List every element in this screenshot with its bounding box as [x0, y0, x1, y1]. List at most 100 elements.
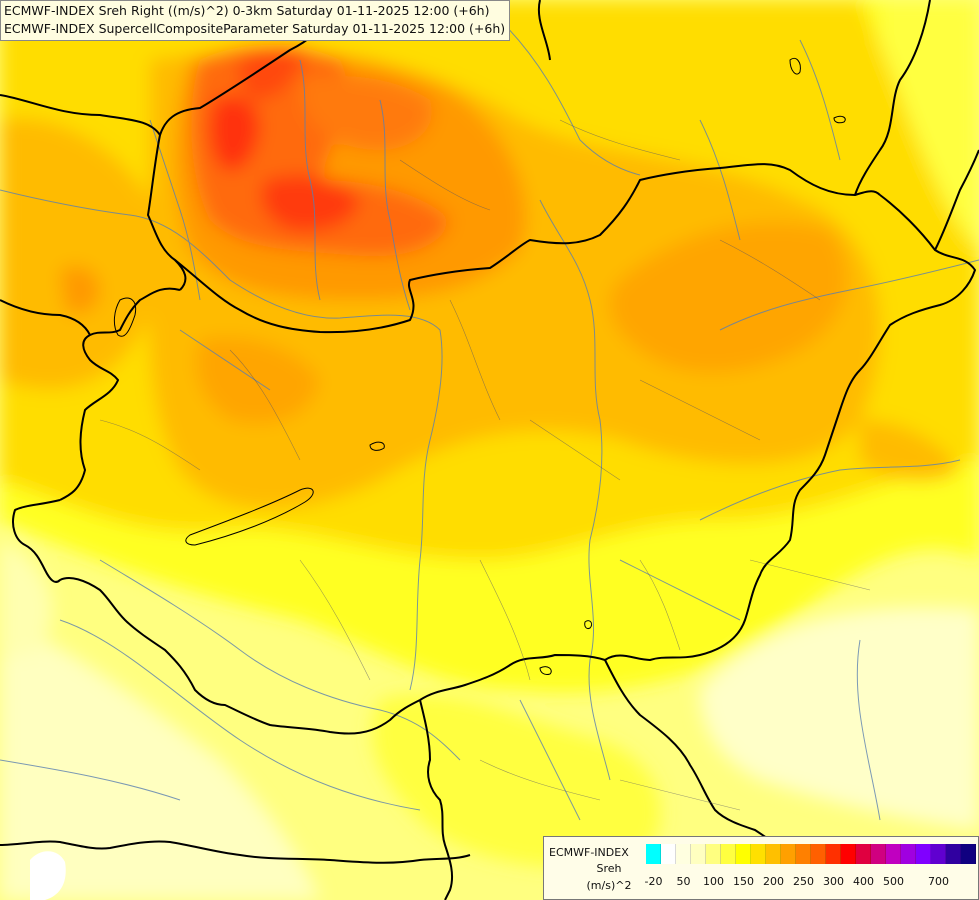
river-mures [699, 459, 961, 521]
border-ukraine-romania [419, 194, 976, 701]
admin-line-7 [639, 559, 681, 651]
field-amber-w [0, 118, 160, 389]
river-morava-serbia [519, 699, 581, 821]
legend-swatch [721, 844, 736, 864]
legend-swatch [706, 844, 721, 864]
legend-swatch [826, 844, 841, 864]
lake-small-2 [789, 57, 801, 75]
field-orange-e [609, 222, 847, 373]
admin-line-1 [229, 349, 301, 461]
legend-model-label: ECMWF-INDEX [549, 846, 629, 859]
border-poland-ukraine [854, 0, 931, 196]
map-title-box: ECMWF-INDEX Sreh Right ((m/s)^2) 0-3km S… [0, 0, 511, 41]
field-pale-w [0, 540, 53, 660]
river-una [0, 759, 181, 801]
admin-line-6 [479, 559, 531, 681]
legend-swatch [931, 844, 946, 864]
field-orange-sw [196, 337, 320, 424]
river-danube-upper [0, 189, 443, 691]
legend-tick-label: 200 [763, 875, 784, 888]
lake-balaton [185, 487, 314, 546]
legend-unit-label: (m/s)^2 [586, 879, 632, 892]
field-amber-e [860, 420, 960, 481]
border-slovakia-ukraine [537, 0, 551, 61]
rivers [0, 19, 979, 821]
field-yellow-s [372, 694, 661, 868]
river-somes [719, 259, 979, 331]
legend-tick-label: -20 [644, 875, 663, 888]
field-red-core-1 [209, 96, 260, 171]
lake-small-5 [584, 620, 593, 629]
legend-color-bar [646, 844, 976, 864]
river-morava [149, 119, 201, 301]
legend-swatch [841, 844, 856, 864]
river-raba [179, 329, 271, 391]
legend-tick-label: 250 [793, 875, 814, 888]
legend-param-label: Sreh [596, 862, 622, 875]
admin-line-9 [559, 119, 681, 161]
legend-swatch [736, 844, 751, 864]
admin-line-8 [719, 239, 821, 301]
lake-neusiedl [113, 297, 137, 337]
border-serbia-romania [604, 659, 801, 861]
legend-tick-label: 400 [853, 875, 874, 888]
field-pale-se [700, 607, 979, 830]
admin-line-14 [479, 759, 601, 801]
lake-small-4 [539, 666, 552, 675]
legend-tick-label: 300 [823, 875, 844, 888]
legend-tick-labels: -20 50 100 150 200 250 300 400 500 700 [644, 875, 976, 889]
map-title-line-2: ECMWF-INDEX SupercellCompositeParameter … [4, 21, 506, 36]
lakes [113, 57, 846, 675]
legend-swatch [751, 844, 766, 864]
legend-swatch [856, 844, 871, 864]
river-sava [59, 619, 421, 811]
border-bosnia [0, 840, 471, 864]
river-hron [379, 99, 411, 311]
legend-swatch [691, 844, 706, 864]
admin-line-3 [529, 419, 621, 481]
legend-swatch [781, 844, 796, 864]
color-legend: ECMWF-INDEX Sreh (m/s)^2 -20 50 100 150 200 2… [543, 836, 979, 900]
field-red-core-3 [238, 44, 305, 100]
legend-swatch [886, 844, 901, 864]
lake-small-3 [833, 115, 846, 124]
border-czech-austria [0, 299, 91, 336]
field-deep-orange-2 [300, 76, 432, 150]
legend-swatch [946, 844, 961, 864]
field-orange-w [60, 266, 100, 314]
river-drava [99, 559, 461, 761]
field-pale-sw [0, 620, 320, 900]
admin-line-5 [299, 559, 371, 681]
river-timis [619, 559, 741, 621]
lake-small-1 [369, 441, 385, 451]
river-vah [299, 59, 321, 301]
admin-line-11 [99, 419, 201, 471]
legend-swatch [811, 844, 826, 864]
legend-swatch [661, 844, 676, 864]
legend-swatch [961, 844, 976, 864]
river-bug [499, 19, 641, 176]
border-austria-hungary [59, 287, 181, 501]
legend-swatch [766, 844, 781, 864]
admin-line-13 [619, 779, 741, 811]
legend-tick-label: 500 [883, 875, 904, 888]
legend-swatch [916, 844, 931, 864]
legend-tick-label: 150 [733, 875, 754, 888]
admin-line-12 [749, 559, 871, 591]
admin-line-10 [399, 159, 491, 211]
legend-tick-label: 100 [703, 875, 724, 888]
map-title-line-1: ECMWF-INDEX Sreh Right ((m/s)^2) 0-3km S… [4, 3, 490, 18]
legend-swatch [901, 844, 916, 864]
legend-swatch [676, 844, 691, 864]
legend-tick-label: 50 [676, 875, 691, 888]
field-red-core-2 [261, 175, 360, 232]
river-prut [799, 39, 841, 161]
admin-lines [99, 119, 871, 811]
border-slovenia-croatia [12, 499, 421, 735]
legend-tick-label: 700 [928, 875, 949, 888]
legend-swatch [871, 844, 886, 864]
admin-line-4 [639, 379, 761, 441]
